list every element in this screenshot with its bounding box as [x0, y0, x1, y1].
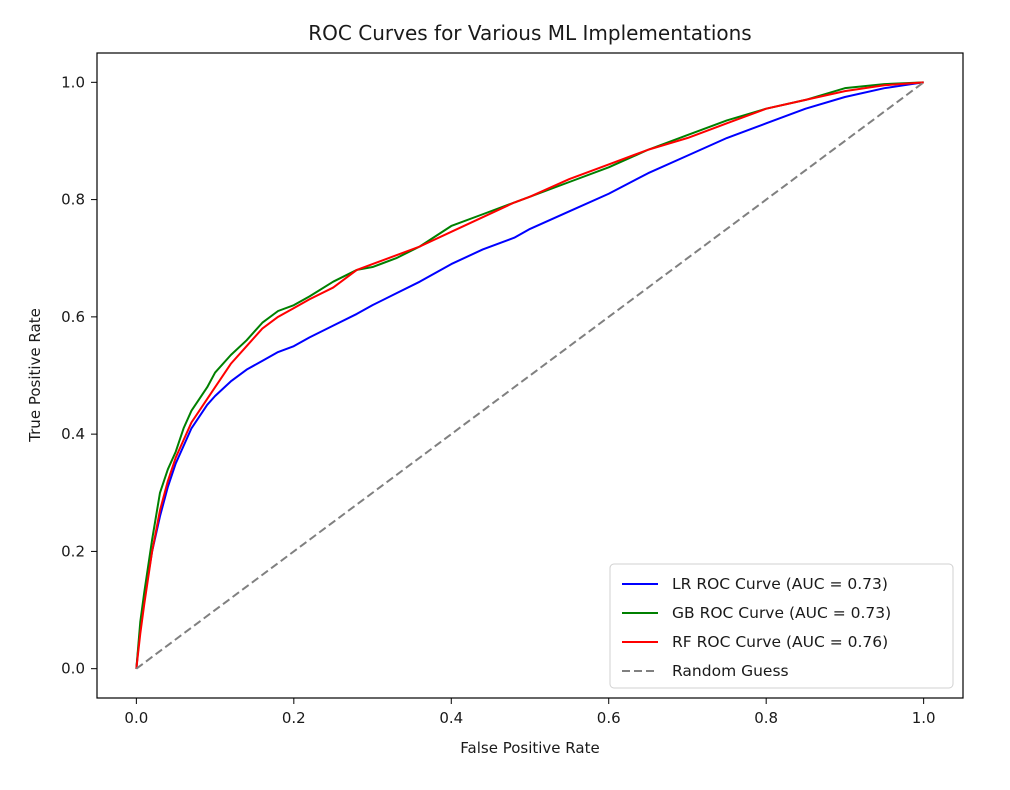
chart-title: ROC Curves for Various ML Implementation…: [308, 21, 751, 45]
legend-label-1: LR ROC Curve (AUC = 0.73): [672, 575, 888, 593]
y-tick-label: 0.4: [61, 425, 85, 443]
legend-label-2: GB ROC Curve (AUC = 0.73): [672, 604, 891, 622]
plot-area-frame: [96, 52, 964, 699]
y-tick-label: 1.0: [61, 73, 85, 91]
y-tick-label: 0.0: [61, 660, 85, 678]
legend-label-4: Random Guess: [672, 662, 789, 680]
y-axis-label: True Positive Rate: [26, 308, 44, 443]
x-tick-label: 0.6: [597, 709, 621, 727]
x-tick-label: 0.4: [439, 709, 463, 727]
series-line-4: [135, 81, 925, 670]
x-axis-label: False Positive Rate: [460, 739, 599, 757]
y-tick-label: 0.8: [61, 191, 85, 209]
legend-box: [609, 563, 954, 689]
x-tick-label: 1.0: [912, 709, 936, 727]
legend: LR ROC Curve (AUC = 0.73) GB ROC Curve (A…: [609, 563, 954, 689]
series-line-1: [135, 81, 924, 669]
y-tick-label: 0.6: [61, 308, 85, 326]
x-tick-label: 0.2: [282, 709, 306, 727]
y-tick-label: 0.2: [61, 542, 85, 560]
x-tick-label: 0.0: [124, 709, 148, 727]
series-line-2: [135, 81, 924, 669]
x-tick-label: 0.8: [754, 709, 778, 727]
series-line-3: [135, 81, 924, 669]
legend-label-3: RF ROC Curve (AUC = 0.76): [672, 633, 888, 651]
